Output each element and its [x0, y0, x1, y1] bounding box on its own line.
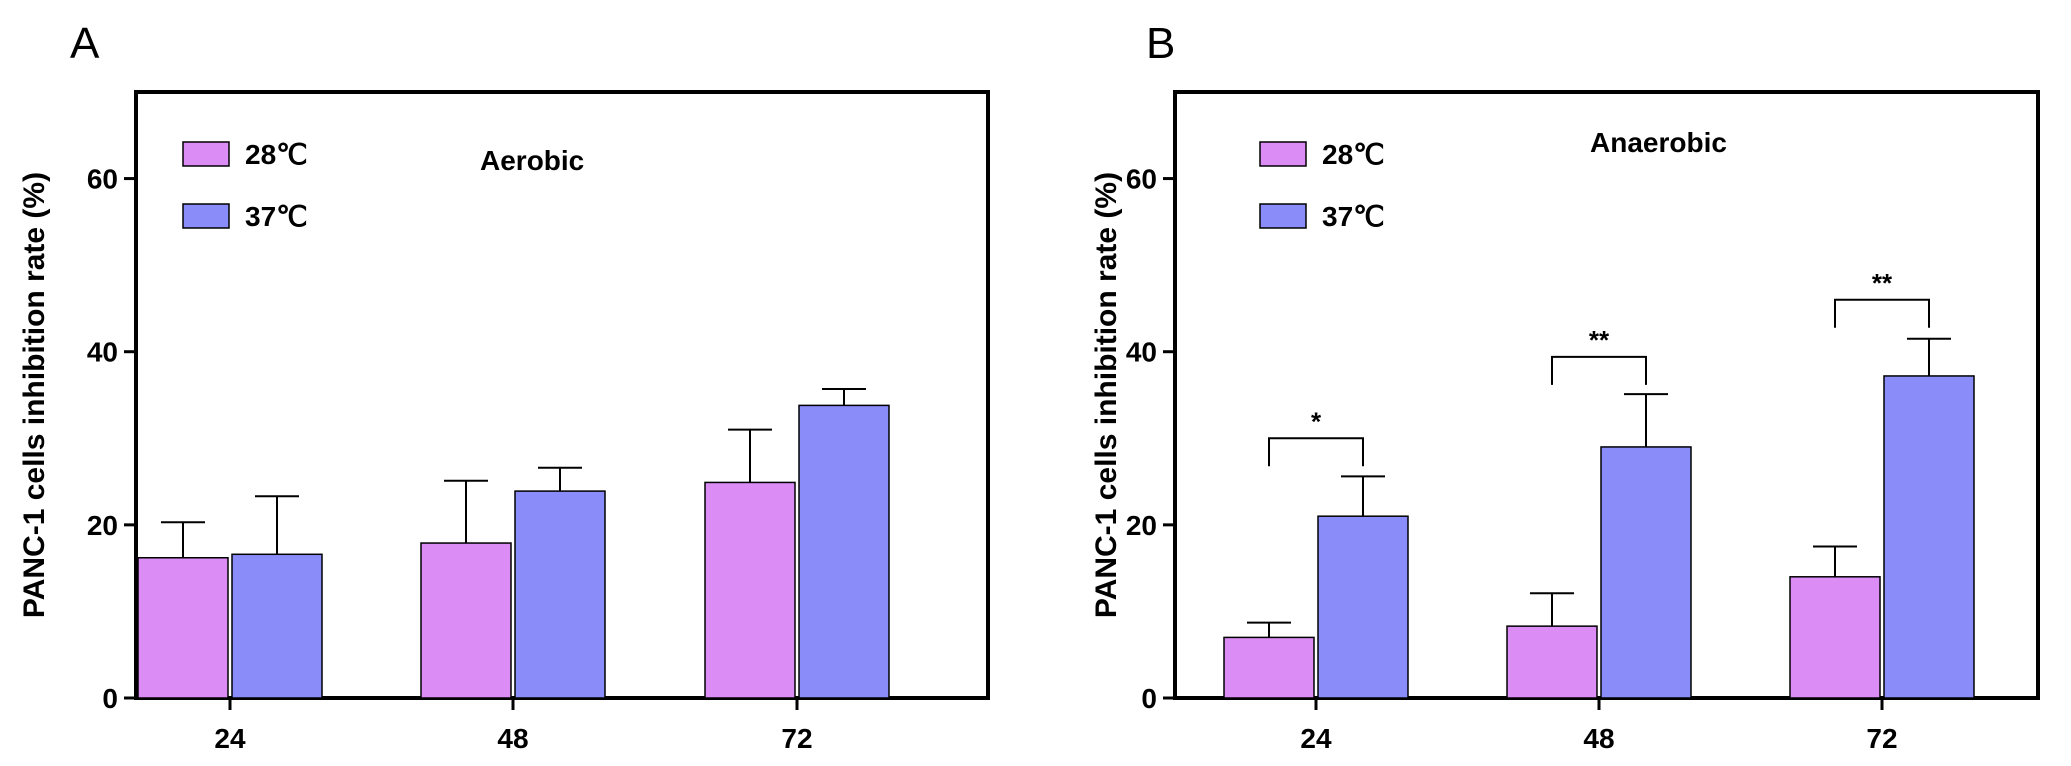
- panel-b-bar-s0-c1: [1506, 625, 1598, 699]
- panel-b-letter: B: [1146, 19, 1175, 68]
- panel-b-legend-swatch-1: [1259, 203, 1307, 229]
- panel-b-bar-s0-c0: [1223, 636, 1315, 699]
- panel-a-bar-s0-c0: [137, 557, 229, 699]
- panel-a-ytick-label-40: 40: [87, 337, 118, 368]
- panel-a-bar-s0-c1: [420, 542, 512, 699]
- panel-b-ytick-label-40: 40: [1126, 337, 1157, 368]
- panel-b-ytick-label-20: 20: [1126, 510, 1157, 541]
- panel-a-xtick-label-24: 24: [214, 723, 246, 754]
- panel-b-legend-label-0: 28℃: [1322, 139, 1385, 170]
- panel-a-letter: A: [70, 19, 100, 68]
- panel-b-xtick-label-48: 48: [1583, 723, 1614, 754]
- panel-a-bar-s1-c1: [514, 490, 606, 699]
- panel-b-sig-bracket-2: [1834, 298, 1930, 328]
- panel-b-y-axis-title: PANC-1 cells inhibition rate (%): [1090, 172, 1123, 618]
- panel-b-sig-bracket-0: [1268, 437, 1364, 467]
- panel-b-condition-label: Anaerobic: [1590, 127, 1727, 158]
- panel-b-bar-s1-c0: [1317, 515, 1409, 699]
- panel-b-legend-label-1: 37℃: [1322, 201, 1385, 232]
- panel-a-ytick-label-60: 60: [87, 164, 118, 195]
- panel-b-sig-label-0: *: [1311, 406, 1322, 436]
- panel-b-xtick-label-72: 72: [1866, 723, 1897, 754]
- panel-a-legend-label-1: 37℃: [245, 201, 308, 232]
- panel-b-ytick-label-0: 0: [1141, 683, 1157, 714]
- panel-b-sig-label-1: **: [1589, 325, 1610, 355]
- panel-a-legend-swatch-0: [182, 141, 230, 167]
- panel-a-legend-swatch-1: [182, 203, 230, 229]
- panel-a-bar-s1-c2: [798, 404, 890, 699]
- panel-b-bar-s0-c2: [1789, 576, 1881, 699]
- panel-a-ytick-label-0: 0: [102, 683, 118, 714]
- panel-a-bar-s0-c2: [704, 481, 796, 699]
- panel-b-bar-s1-c1: [1600, 446, 1692, 699]
- panel-b-xtick-label-24: 24: [1300, 723, 1332, 754]
- panel-a-condition-label: Aerobic: [480, 145, 584, 176]
- panel-b-sig-label-2: **: [1872, 268, 1893, 298]
- panel-a-y-axis-title: PANC-1 cells inhibition rate (%): [18, 172, 51, 618]
- panel-a-xtick-label-72: 72: [781, 723, 812, 754]
- panel-b-legend-swatch-0: [1259, 141, 1307, 167]
- panel-a-ytick-label-20: 20: [87, 510, 118, 541]
- panel-a-xtick-label-48: 48: [497, 723, 528, 754]
- panel-a-legend-label-0: 28℃: [245, 139, 308, 170]
- panel-b-bar-s1-c2: [1883, 375, 1975, 699]
- panel-b-sig-bracket-1: [1551, 355, 1647, 385]
- panel-a-bar-s1-c0: [231, 553, 323, 699]
- panel-b-ytick-label-60: 60: [1126, 164, 1157, 195]
